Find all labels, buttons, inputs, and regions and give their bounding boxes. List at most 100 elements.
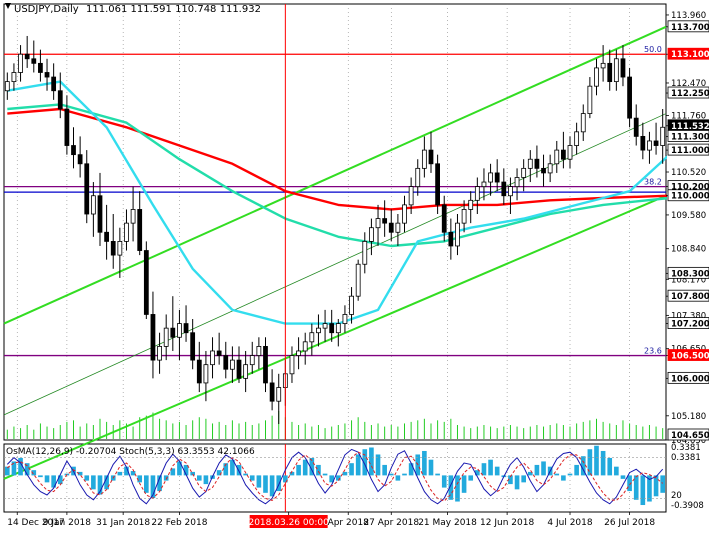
candle	[183, 305, 189, 342]
price-label-text: 113.100	[671, 50, 709, 60]
candle	[534, 145, 540, 178]
candle	[574, 122, 580, 155]
candle	[97, 172, 103, 246]
candle	[18, 45, 23, 82]
candle-body	[349, 295, 354, 315]
candle	[455, 214, 460, 256]
channel-mid	[3, 113, 667, 416]
price-label-text: 110.200	[671, 183, 709, 193]
candle	[236, 346, 242, 383]
candle	[653, 122, 659, 155]
price-tick-label: 110.520	[671, 168, 706, 178]
menu-arrow-icon[interactable]	[5, 3, 11, 9]
candle	[4, 72, 10, 100]
candle	[302, 332, 308, 365]
osc-tick-label: 20	[671, 491, 682, 501]
candle	[613, 49, 619, 91]
candle-body	[633, 117, 639, 137]
candle-body	[574, 131, 580, 146]
candle	[501, 168, 507, 205]
price-label-text: 110.000	[671, 192, 709, 202]
candle	[342, 305, 348, 333]
price-tick-label: 112.470	[671, 79, 706, 89]
candle-body	[488, 172, 493, 183]
candle-body	[276, 387, 282, 402]
candle-body	[508, 186, 513, 197]
candle-body	[196, 359, 202, 384]
price-label-text: 104.650	[671, 431, 709, 441]
candle	[415, 159, 421, 196]
candle-body	[600, 62, 606, 69]
candle	[329, 309, 335, 342]
level-label: 50.0	[644, 45, 662, 54]
candle	[468, 191, 474, 224]
candle	[362, 232, 368, 274]
candle-body	[216, 350, 222, 356]
time-tick-label: 31 Jan 2018	[96, 518, 150, 528]
candle-body	[362, 241, 368, 265]
osc-tick-label: 0.3381	[671, 443, 701, 453]
crosshair-date-box	[249, 515, 328, 528]
candle	[435, 154, 440, 215]
candle-body	[567, 145, 573, 160]
candle-body	[4, 81, 10, 92]
candle	[196, 341, 202, 393]
candle	[441, 195, 447, 242]
candle	[190, 319, 196, 370]
candle	[263, 337, 268, 393]
price-tick-label: 105.180	[671, 412, 706, 422]
price-label-box	[667, 47, 709, 60]
moving-average-1	[7, 107, 709, 211]
candle	[157, 332, 162, 374]
candle-body	[110, 241, 116, 256]
candle-body	[18, 53, 23, 73]
candle-body	[640, 135, 646, 151]
candle-body	[322, 323, 328, 329]
candle-body	[117, 241, 123, 256]
candle-body	[408, 186, 414, 206]
candle	[276, 373, 282, 425]
candle-body	[223, 355, 229, 370]
candles	[4, 35, 666, 425]
candle	[130, 186, 136, 242]
price-label-box	[667, 86, 709, 99]
price-label-text: 111.000	[671, 146, 709, 156]
candle-body	[620, 58, 626, 78]
moving-average-3	[7, 80, 709, 325]
candle-body	[647, 140, 652, 151]
candle-body	[527, 158, 533, 169]
candle	[421, 136, 427, 178]
candle-body	[57, 90, 63, 110]
price-label-text: 113.700	[671, 23, 709, 33]
candle-body	[514, 177, 520, 188]
candle	[607, 49, 613, 91]
candle-body	[236, 359, 242, 379]
candle	[600, 45, 606, 82]
candle-body	[31, 58, 37, 64]
time-tick-label: 27 Apr 2018	[363, 518, 419, 528]
candle-body	[455, 222, 460, 247]
candle-body	[541, 167, 546, 174]
candle-body	[461, 209, 467, 224]
candle-body	[190, 332, 196, 361]
candle	[104, 204, 109, 260]
candle	[64, 95, 70, 155]
candle-body	[302, 341, 308, 352]
price-label-text: 112.250	[671, 89, 709, 99]
candle	[448, 218, 454, 260]
candle-body	[263, 346, 268, 384]
candle-body	[177, 323, 182, 338]
candle-body	[256, 346, 262, 356]
candle-body	[335, 323, 341, 334]
moving-average-2	[7, 103, 709, 248]
candle	[51, 63, 57, 100]
candle	[402, 195, 407, 233]
candle	[514, 168, 520, 201]
candle	[587, 77, 593, 119]
price-label-text: 108.300	[671, 269, 709, 279]
candle-body	[104, 231, 109, 242]
horizontal-levels: 50.0 38.2 23.6	[4, 45, 666, 357]
candle	[177, 309, 182, 361]
candle	[488, 163, 493, 196]
